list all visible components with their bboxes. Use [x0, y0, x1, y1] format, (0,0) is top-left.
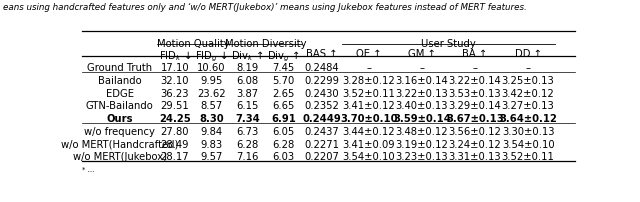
Text: 3.41±0.09: 3.41±0.09	[342, 140, 396, 150]
Text: 8.30: 8.30	[199, 114, 223, 124]
Text: 3.48±0.12: 3.48±0.12	[396, 127, 448, 137]
Text: 10.60: 10.60	[197, 63, 225, 73]
Text: Ours: Ours	[106, 114, 133, 124]
Text: Div$_k$ ↑: Div$_k$ ↑	[231, 49, 264, 63]
Text: 23.62: 23.62	[197, 89, 225, 99]
Text: 3.44±0.12: 3.44±0.12	[342, 127, 396, 137]
Text: Motion Diversity: Motion Diversity	[225, 39, 307, 49]
Text: 6.65: 6.65	[273, 101, 295, 111]
Text: 3.22±0.14: 3.22±0.14	[449, 76, 501, 86]
Text: BA ↑: BA ↑	[463, 49, 488, 59]
Text: 7.16: 7.16	[236, 152, 259, 162]
Text: GM ↑: GM ↑	[408, 49, 436, 59]
Text: User Study: User Study	[421, 39, 476, 49]
Text: EDGE: EDGE	[106, 89, 134, 99]
Text: 3.24±0.12: 3.24±0.12	[449, 140, 501, 150]
Text: 3.23±0.13: 3.23±0.13	[396, 152, 448, 162]
Text: 5.70: 5.70	[273, 76, 295, 86]
Text: FID$_g$ ↓: FID$_g$ ↓	[195, 49, 228, 63]
Text: 3.31±0.13: 3.31±0.13	[449, 152, 501, 162]
Text: 3.22±0.13: 3.22±0.13	[396, 89, 449, 99]
Text: 28.49: 28.49	[161, 140, 189, 150]
Text: 3.27±0.13: 3.27±0.13	[502, 101, 554, 111]
Text: 6.73: 6.73	[236, 127, 259, 137]
Text: 3.54±0.10: 3.54±0.10	[342, 152, 396, 162]
Text: 6.15: 6.15	[236, 101, 259, 111]
Text: 0.2207: 0.2207	[305, 152, 339, 162]
Text: FID$_k$ ↓: FID$_k$ ↓	[159, 49, 191, 63]
Text: 3.53±0.13: 3.53±0.13	[449, 89, 501, 99]
Text: 6.03: 6.03	[273, 152, 294, 162]
Text: 3.59±0.14: 3.59±0.14	[393, 114, 451, 124]
Text: 0.2449: 0.2449	[303, 114, 341, 124]
Text: 29.51: 29.51	[161, 101, 189, 111]
Text: DD ↑: DD ↑	[515, 49, 541, 59]
Text: 7.34: 7.34	[235, 114, 260, 124]
Text: 3.30±0.13: 3.30±0.13	[502, 127, 554, 137]
Text: 9.83: 9.83	[200, 140, 222, 150]
Text: 3.29±0.14: 3.29±0.14	[449, 101, 501, 111]
Text: 3.64±0.12: 3.64±0.12	[499, 114, 557, 124]
Text: –: –	[525, 63, 531, 73]
Text: BAS ↑: BAS ↑	[307, 49, 338, 59]
Text: 3.42±0.12: 3.42±0.12	[502, 89, 554, 99]
Text: eans using handcrafted features only and ‘w/o MERT(Jukebox)’ means using Jukebox: eans using handcrafted features only and…	[3, 3, 527, 12]
Text: 2.65: 2.65	[273, 89, 295, 99]
Text: w/o frequency: w/o frequency	[84, 127, 155, 137]
Text: 3.28±0.12: 3.28±0.12	[342, 76, 396, 86]
Text: –: –	[367, 63, 371, 73]
Text: 3.25±0.13: 3.25±0.13	[502, 76, 554, 86]
Text: 6.91: 6.91	[271, 114, 296, 124]
Text: 9.95: 9.95	[200, 76, 222, 86]
Text: 6.05: 6.05	[273, 127, 295, 137]
Text: OE ↑: OE ↑	[356, 49, 381, 59]
Text: 6.28: 6.28	[236, 140, 259, 150]
Text: 3.54±0.10: 3.54±0.10	[502, 140, 554, 150]
Text: 3.87: 3.87	[236, 89, 259, 99]
Text: 9.84: 9.84	[200, 127, 222, 137]
Text: w/o MERT(Handcrafted): w/o MERT(Handcrafted)	[61, 140, 179, 150]
Text: 36.23: 36.23	[161, 89, 189, 99]
Text: 0.2430: 0.2430	[305, 89, 339, 99]
Text: 3.52±0.11: 3.52±0.11	[502, 152, 555, 162]
Text: 3.70±0.10: 3.70±0.10	[340, 114, 397, 124]
Text: 9.57: 9.57	[200, 152, 222, 162]
Text: 8.57: 8.57	[200, 101, 222, 111]
Text: 27.80: 27.80	[161, 127, 189, 137]
Text: GTN-Bailando: GTN-Bailando	[86, 101, 154, 111]
Text: 28.17: 28.17	[161, 152, 189, 162]
Text: 3.56±0.12: 3.56±0.12	[449, 127, 502, 137]
Text: 0.2299: 0.2299	[305, 76, 340, 86]
Text: 0.2437: 0.2437	[305, 127, 339, 137]
Text: 6.08: 6.08	[236, 76, 259, 86]
Text: 3.40±0.13: 3.40±0.13	[396, 101, 448, 111]
Text: 3.16±0.14: 3.16±0.14	[396, 76, 449, 86]
Text: –: –	[419, 63, 424, 73]
Text: 3.67±0.13: 3.67±0.13	[446, 114, 504, 124]
Text: 24.25: 24.25	[159, 114, 191, 124]
Text: Bailando: Bailando	[98, 76, 141, 86]
Text: Ground Truth: Ground Truth	[87, 63, 152, 73]
Text: Motion Quality: Motion Quality	[157, 39, 229, 49]
Text: 0.2352: 0.2352	[305, 101, 339, 111]
Text: –: –	[472, 63, 477, 73]
Text: w/o MERT(Jukebox): w/o MERT(Jukebox)	[73, 152, 166, 162]
Text: 8.19: 8.19	[236, 63, 259, 73]
Text: 32.10: 32.10	[161, 76, 189, 86]
Text: 3.41±0.12: 3.41±0.12	[342, 101, 396, 111]
Text: 0.2271: 0.2271	[305, 140, 340, 150]
Text: 17.10: 17.10	[161, 63, 189, 73]
Text: 3.19±0.12: 3.19±0.12	[396, 140, 449, 150]
Text: * ...: * ...	[83, 167, 95, 174]
Text: 3.52±0.11: 3.52±0.11	[342, 89, 396, 99]
Text: 7.45: 7.45	[273, 63, 295, 73]
Text: 6.28: 6.28	[273, 140, 295, 150]
Text: Div$_g$ ↑: Div$_g$ ↑	[268, 49, 300, 63]
Text: 0.2484: 0.2484	[305, 63, 339, 73]
